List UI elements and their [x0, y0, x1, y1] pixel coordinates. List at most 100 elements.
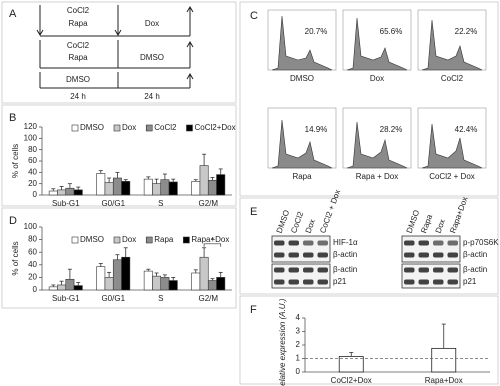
- legend-swatch: [113, 124, 121, 132]
- lane-label: Rapa: [419, 213, 434, 235]
- panel-frame: [239, 1, 499, 197]
- bar: [121, 181, 131, 196]
- blot-band: [433, 279, 444, 285]
- arrow: [40, 6, 194, 37]
- histogram: [346, 17, 408, 71]
- sample-label: Rapa + Dox: [356, 172, 398, 181]
- bar: [431, 347, 457, 373]
- blot-band: [418, 267, 429, 273]
- panel-label: A: [9, 8, 17, 20]
- bar: [216, 174, 226, 196]
- panel-frame: [239, 295, 499, 385]
- blot-band: [404, 252, 415, 258]
- blot-panel: [401, 235, 461, 263]
- bar: [207, 280, 217, 291]
- panel-frame: [1, 1, 237, 104]
- bar: [152, 183, 162, 196]
- sample-label: Rapa: [292, 172, 312, 181]
- y-tick-label: 60: [28, 247, 37, 256]
- y-tick-label: 0: [33, 190, 38, 199]
- x-tick-label: G2/M: [198, 199, 218, 208]
- percent-label: 22.2%: [455, 27, 478, 36]
- blot-band: [317, 267, 328, 273]
- blot-band: [418, 252, 429, 258]
- y-tick-label: 40: [28, 260, 37, 269]
- bar: [112, 177, 122, 196]
- legend-label: Rapa+Dox: [191, 235, 229, 244]
- blot-band: [303, 279, 314, 285]
- bar: [160, 179, 170, 196]
- x-tick-label: Rapa+Dox: [425, 376, 463, 385]
- bar: [65, 278, 75, 291]
- legend-label: Dox: [122, 235, 136, 244]
- percent-label: 65.6%: [380, 27, 403, 36]
- protein-label: p21: [333, 277, 347, 286]
- blot-band: [433, 267, 444, 273]
- x-tick-label: G0/G1: [101, 199, 125, 208]
- sample-label: Dox: [370, 74, 384, 83]
- bar: [152, 275, 162, 291]
- blot-band: [288, 267, 299, 273]
- x-tick-label: G2/M: [198, 294, 218, 303]
- bar: [57, 284, 67, 291]
- x-tick-label: Sub-G1: [52, 199, 80, 208]
- panel-label: C: [250, 10, 258, 22]
- panel-label: D: [9, 215, 17, 227]
- legend-label: Rapa: [154, 235, 174, 244]
- bar: [121, 256, 131, 291]
- arrow: [39, 40, 194, 69]
- y-tick-label: 60: [28, 156, 37, 165]
- y-axis-label: Relative expression (A.U.): [278, 298, 287, 386]
- y-tick-label: 20: [28, 179, 37, 188]
- blot-band: [418, 279, 429, 285]
- bar: [104, 277, 114, 291]
- treatment: Rapa: [68, 53, 88, 62]
- bar: [57, 189, 67, 196]
- x-tick-label: G0/G1: [101, 294, 125, 303]
- panel-label: B: [9, 112, 16, 124]
- treatment: Rapa: [68, 19, 88, 28]
- lane-label: Rapa+Dox: [448, 196, 469, 235]
- y-tick-label: 80: [28, 235, 37, 244]
- legend-swatch: [71, 124, 79, 132]
- protein-label: p-p70S6K: [463, 238, 499, 247]
- blot-band: [303, 267, 314, 273]
- sample-label: CoCl2 + Dox: [429, 172, 475, 181]
- panel-frame: [1, 104, 237, 207]
- bar: [112, 259, 122, 291]
- bar: [73, 285, 83, 291]
- y-tick-label: 100: [24, 222, 38, 231]
- blot-band: [433, 240, 444, 246]
- blot-band: [447, 240, 458, 246]
- legend-swatch: [186, 124, 193, 132]
- bar: [216, 277, 226, 291]
- y-axis-label: % of cells: [11, 241, 20, 275]
- bar: [65, 187, 75, 196]
- sample-label: CoCl2: [441, 74, 464, 83]
- legend-swatch: [145, 124, 153, 132]
- panel-frame: [1, 207, 237, 309]
- blot-band: [418, 240, 429, 246]
- bar: [168, 280, 178, 291]
- histogram: [346, 121, 408, 169]
- significance-bracket: [203, 243, 222, 247]
- blot-band: [303, 252, 314, 258]
- sample-label: DMSO: [290, 74, 314, 83]
- blot-band: [274, 279, 285, 285]
- treatment: DMSO: [66, 75, 90, 84]
- arrow: [39, 72, 194, 89]
- y-tick-label: 3: [296, 327, 301, 336]
- blot-band: [433, 252, 444, 258]
- panel-label: E: [250, 206, 257, 218]
- y-tick-label: 100: [24, 133, 38, 142]
- bar: [104, 182, 114, 196]
- timeline-diagram: CoCl2 Rapa Dox CoCl2 Rapa DMSO DMSO 24 h…: [36, 5, 194, 101]
- blot-band: [404, 267, 415, 273]
- blot-panel: [271, 235, 331, 263]
- legend-label: DMSO: [80, 123, 104, 132]
- legend-swatch: [183, 236, 190, 244]
- bar: [48, 190, 58, 196]
- percent-label: 14.9%: [305, 125, 328, 134]
- legend-swatch: [71, 236, 79, 244]
